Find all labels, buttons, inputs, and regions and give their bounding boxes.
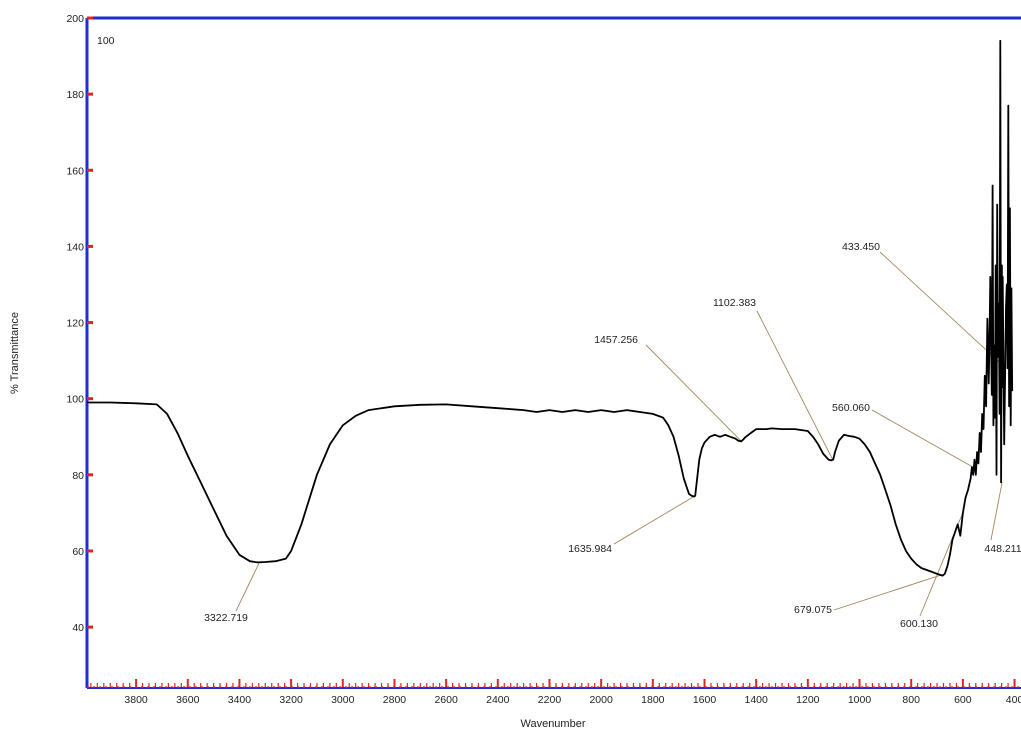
x-tick-label: 1600: [693, 694, 717, 706]
y-tick-label: 140: [66, 241, 84, 253]
x-tick-label: 400: [1006, 694, 1021, 706]
peak-label: 679.075: [794, 604, 832, 616]
x-tick-label: 3600: [176, 694, 200, 706]
peak-label: 1457.256: [594, 334, 638, 346]
peak-label: 600.130: [900, 618, 938, 630]
peak-leader-line: [613, 495, 696, 545]
peak-leader-lines: [235, 251, 1007, 617]
y-tick-label: 120: [66, 318, 84, 330]
peak-label: 1102.383: [713, 297, 756, 309]
x-tick-label: 2200: [538, 694, 562, 706]
peak-leader-line: [990, 482, 1003, 541]
peak-leader-line: [756, 310, 834, 461]
x-tick-label: 600: [954, 694, 972, 706]
x-tick-label: 1400: [744, 694, 768, 706]
x-tick-label: 3200: [279, 694, 303, 706]
x-tick-label: 800: [902, 694, 920, 706]
y-tick-label: 60: [72, 546, 84, 558]
x-tick-label: 2800: [383, 694, 407, 706]
peak-label: 560.060: [832, 402, 870, 414]
x-tick-label: 2400: [486, 694, 510, 706]
peak-leader-line: [879, 251, 1007, 369]
y-axis-title: % Transmittance: [9, 312, 21, 394]
peak-leader-line: [645, 344, 742, 442]
spectrum-line: [87, 39, 1014, 577]
peak-leader-line: [833, 574, 943, 611]
corner-label: 100: [97, 35, 115, 47]
x-tick-label: 1200: [796, 694, 820, 706]
peak-leader-line: [871, 409, 974, 468]
x-tick-label: 2000: [589, 694, 613, 706]
x-axis-title: Wavenumber: [520, 718, 585, 730]
y-tick-label: 80: [72, 470, 84, 482]
y-tick-label: 160: [66, 165, 84, 177]
x-tick-label: 3400: [228, 694, 252, 706]
x-tick-label: 1000: [848, 694, 872, 706]
tick-marks: [87, 16, 1016, 687]
peak-label: 433.450: [842, 241, 880, 253]
x-tick-label: 3000: [331, 694, 355, 706]
peak-leader-line: [235, 562, 260, 612]
text-labels: 40 60 80 100 120 140 160 180 200 3800 3600 3400 3200…: [9, 13, 1021, 730]
y-tick-label: 180: [66, 89, 84, 101]
x-tick-label: 1800: [641, 694, 665, 706]
y-tick-label: 40: [72, 622, 84, 634]
x-tick-label: 2600: [434, 694, 458, 706]
y-tick-label: 200: [66, 13, 84, 25]
peak-label: 3322.719: [204, 612, 248, 624]
x-tick-label: 3800: [124, 694, 148, 706]
y-tick-label: 100: [66, 394, 84, 406]
series-group: [87, 39, 1014, 577]
peak-label: 448.211: [984, 543, 1021, 555]
peak-label: 1635.984: [568, 543, 612, 555]
axes: [85, 16, 1021, 689]
